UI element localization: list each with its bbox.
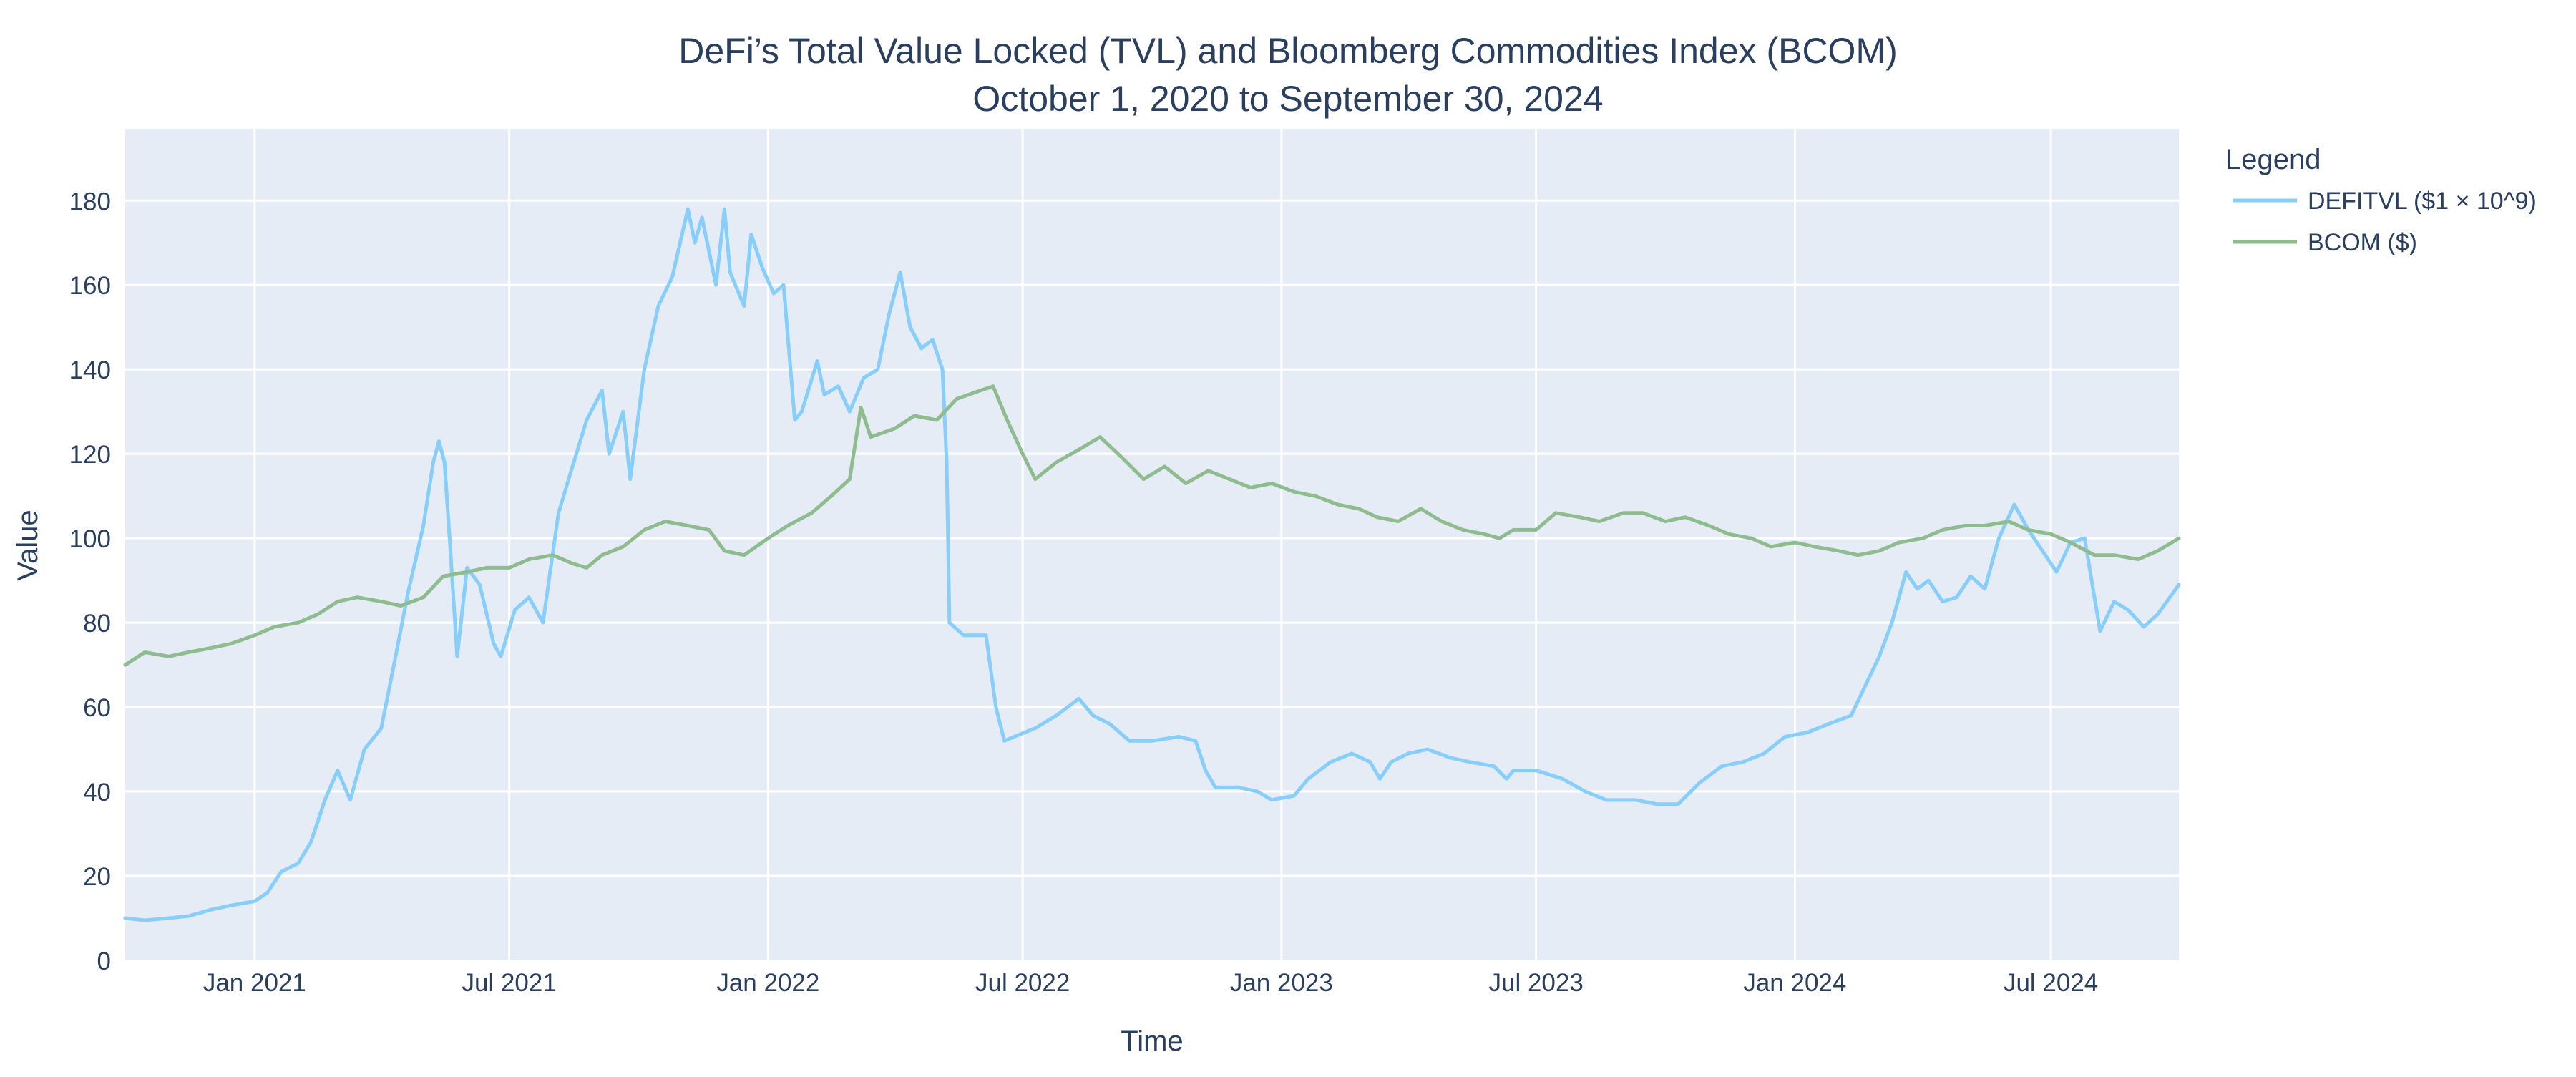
x-gridlines — [253, 129, 2052, 960]
y-tick-label: 40 — [83, 779, 111, 806]
x-tick-labels: Jan 2021 Jul 2021 Jan 2022 Jul 2022 Jan 2023… — [203, 969, 2098, 997]
y-tick-label: 140 — [69, 356, 111, 384]
plot-area — [125, 129, 2179, 960]
y-tick-label: 180 — [69, 187, 111, 215]
legend: Legend DEFITVL ($1 × 10^9) BCOM ($) — [2225, 144, 2537, 256]
legend-items: DEFITVL ($1 × 10^9) BCOM ($) — [2233, 187, 2537, 256]
x-tick-label: Jan 2024 — [1743, 969, 1846, 997]
y-tick-label: 120 — [69, 441, 111, 469]
x-tick-label: Jan 2022 — [716, 969, 819, 997]
series-layer — [123, 207, 2181, 922]
series-line-1 — [123, 207, 2181, 922]
chart-subtitle: October 1, 2020 to September 30, 2024 — [972, 79, 1603, 119]
legend-title: Legend — [2225, 144, 2321, 175]
x-tick-label: Jul 2024 — [2004, 969, 2098, 997]
x-tick-label: Jan 2021 — [203, 969, 306, 997]
y-tick-label: 100 — [69, 525, 111, 553]
series-line-2 — [123, 384, 2181, 667]
x-tick-label: Jan 2023 — [1230, 969, 1333, 997]
chart-header: DeFi’s Total Value Locked (TVL) and Bloo… — [678, 31, 1898, 119]
x-tick-label: Jul 2023 — [1488, 969, 1583, 997]
legend-item-label: BCOM ($) — [2308, 229, 2417, 256]
y-tick-label: 80 — [83, 610, 111, 638]
chart-title: DeFi’s Total Value Locked (TVL) and Bloo… — [678, 31, 1898, 71]
x-axis-label: Time — [1121, 1025, 1183, 1057]
y-tick-label: 0 — [97, 947, 111, 975]
y-tick-label: 20 — [83, 863, 111, 891]
x-tick-label: Jul 2022 — [975, 969, 1070, 997]
y-tick-labels: 0 20 40 60 80 100 120 140 160 180 — [69, 187, 111, 975]
legend-item-label: DEFITVL ($1 × 10^9) — [2308, 187, 2537, 215]
x-tick-label: Jul 2021 — [462, 969, 556, 997]
y-axis-label: Value — [12, 510, 44, 580]
y-gridlines — [125, 199, 2179, 877]
y-tick-label: 60 — [83, 694, 111, 722]
y-tick-label: 160 — [69, 272, 111, 300]
